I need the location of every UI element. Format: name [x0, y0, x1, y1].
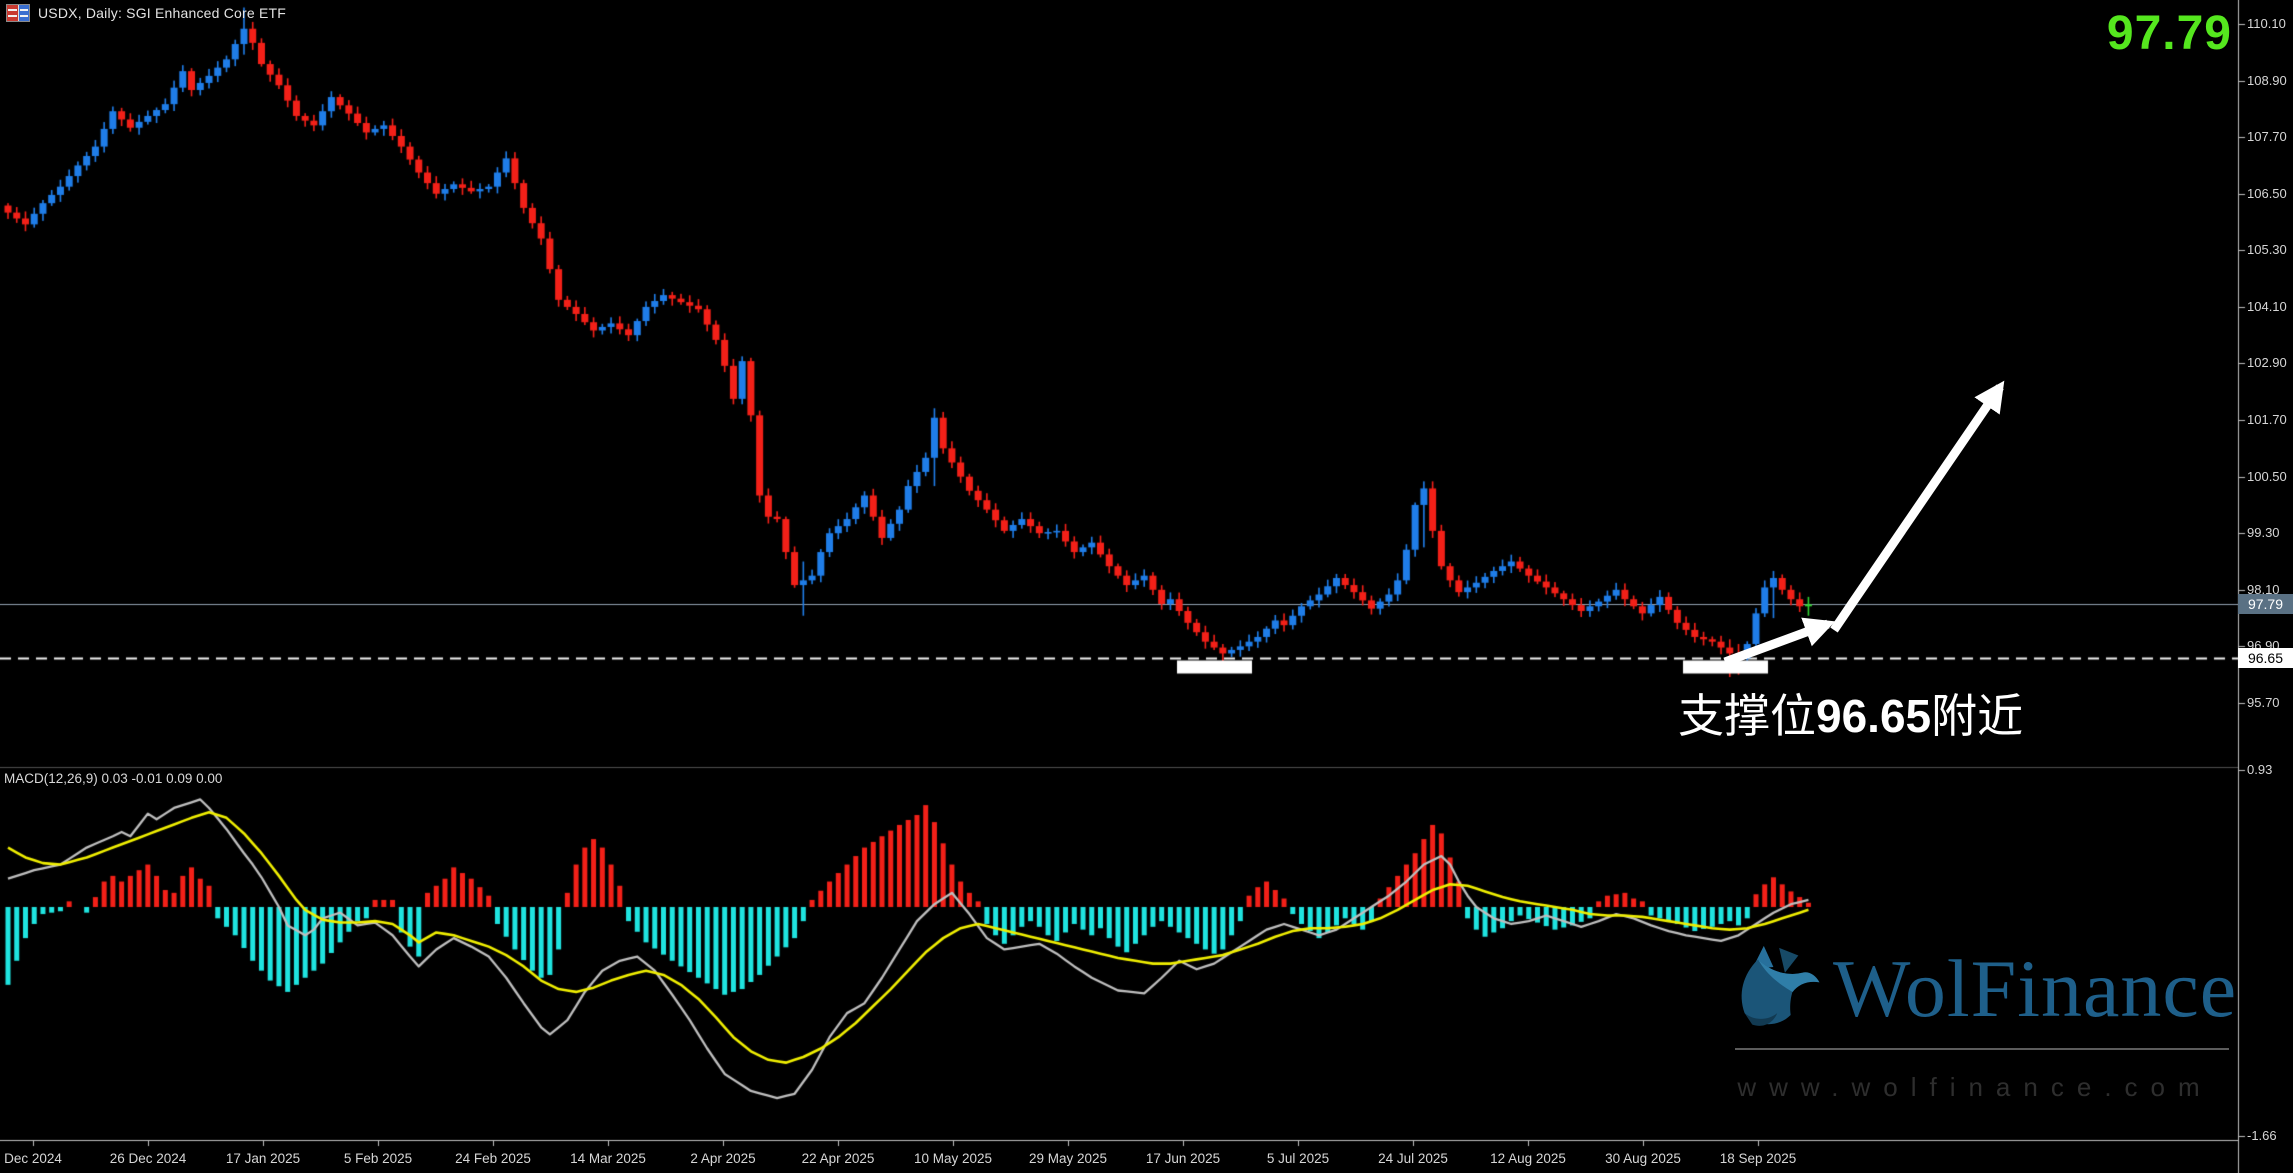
time-tick-label: 22 Apr 2025 — [801, 1151, 875, 1166]
time-scale[interactable]: Dec 2024 26 Dec 2024 17 Jan 2025 5 Feb 2025… — [0, 1141, 2238, 1173]
current-price-tag: 97.79 — [2238, 594, 2293, 614]
chart-title-bar: USDX, Daily: SGI Enhanced Core ETF — [6, 4, 286, 22]
current-price-quote: 97.79 — [2106, 7, 2232, 60]
support-annotation-level: 96.65 — [1816, 690, 1932, 742]
macd-indicator-label: MACD(12,26,9) 0.03 -0.01 0.09 0.00 — [4, 771, 223, 786]
price-tick-label: 107.70 — [2247, 129, 2287, 145]
price-tick-label: 101.70 — [2247, 412, 2287, 428]
macd-tick-label: 0.93 — [2247, 762, 2273, 777]
brand-divider — [1735, 1048, 2229, 1050]
watermark: WolFinance www.wolfinance.com — [1735, 943, 2238, 1103]
time-tick-label: 17 Jan 2025 — [225, 1151, 301, 1166]
price-scale[interactable]: 110.10 108.90 107.70 106.50 105.30 104.10 102.… — [2238, 0, 2293, 1143]
price-tick-label: 106.50 — [2247, 185, 2287, 201]
small-up-arrow — [1723, 617, 1836, 667]
time-tick-label: 26 Dec 2024 — [109, 1151, 187, 1166]
large-up-arrow — [1830, 380, 2005, 633]
price-tick-label: 110.10 — [2247, 16, 2286, 31]
time-tick-label: Dec 2024 — [4, 1151, 62, 1166]
price-tick-label: 100.50 — [2247, 468, 2287, 484]
price-tick-label: 95.70 — [2247, 694, 2280, 710]
price-tick-label: 98.10 — [2247, 581, 2280, 597]
brand-name: WolFinance — [1833, 943, 2238, 1034]
price-tick-label: 102.90 — [2247, 355, 2287, 371]
macd-tick-label: -1.66 — [2247, 1128, 2277, 1143]
symbol-title: USDX, Daily: SGI Enhanced Core ETF — [38, 5, 286, 21]
time-tick-label: 24 Feb 2025 — [455, 1151, 531, 1166]
time-tick-label: 12 Aug 2025 — [1490, 1151, 1566, 1166]
price-tick-label: 104.10 — [2247, 298, 2287, 314]
support-annotation-suffix: 附近 — [1931, 691, 2024, 742]
time-tick-label: 14 Mar 2025 — [570, 1151, 646, 1166]
time-tick-label: 5 Feb 2025 — [343, 1151, 413, 1166]
time-tick-label: 24 Jul 2025 — [1378, 1151, 1448, 1166]
time-tick-label: 17 Jun 2025 — [1145, 1151, 1221, 1166]
brand-url: www.wolfinance.com — [1737, 1072, 2213, 1102]
time-tick-label: 5 Jul 2025 — [1266, 1151, 1330, 1166]
time-tick-label: 29 May 2025 — [1028, 1151, 1108, 1166]
price-tick-label: 105.30 — [2247, 242, 2287, 258]
time-tick-label: 10 May 2025 — [913, 1151, 993, 1166]
time-tick-label: 30 Aug 2025 — [1605, 1151, 1681, 1166]
support-annotation-prefix: 支撑位 — [1678, 691, 1816, 742]
wolf-logo-icon — [1741, 945, 1820, 1026]
support-annotation: 支撑位96.65附近 — [1678, 680, 2023, 746]
support-level-tag: 96.65 — [2238, 648, 2293, 668]
price-tick-label: 108.90 — [2247, 72, 2287, 88]
time-tick-label: 18 Sep 2025 — [1719, 1151, 1797, 1166]
time-tick-label: 2 Apr 2025 — [690, 1151, 756, 1166]
price-tick-label: 99.30 — [2247, 525, 2280, 541]
symbol-chart-icon — [6, 4, 30, 22]
